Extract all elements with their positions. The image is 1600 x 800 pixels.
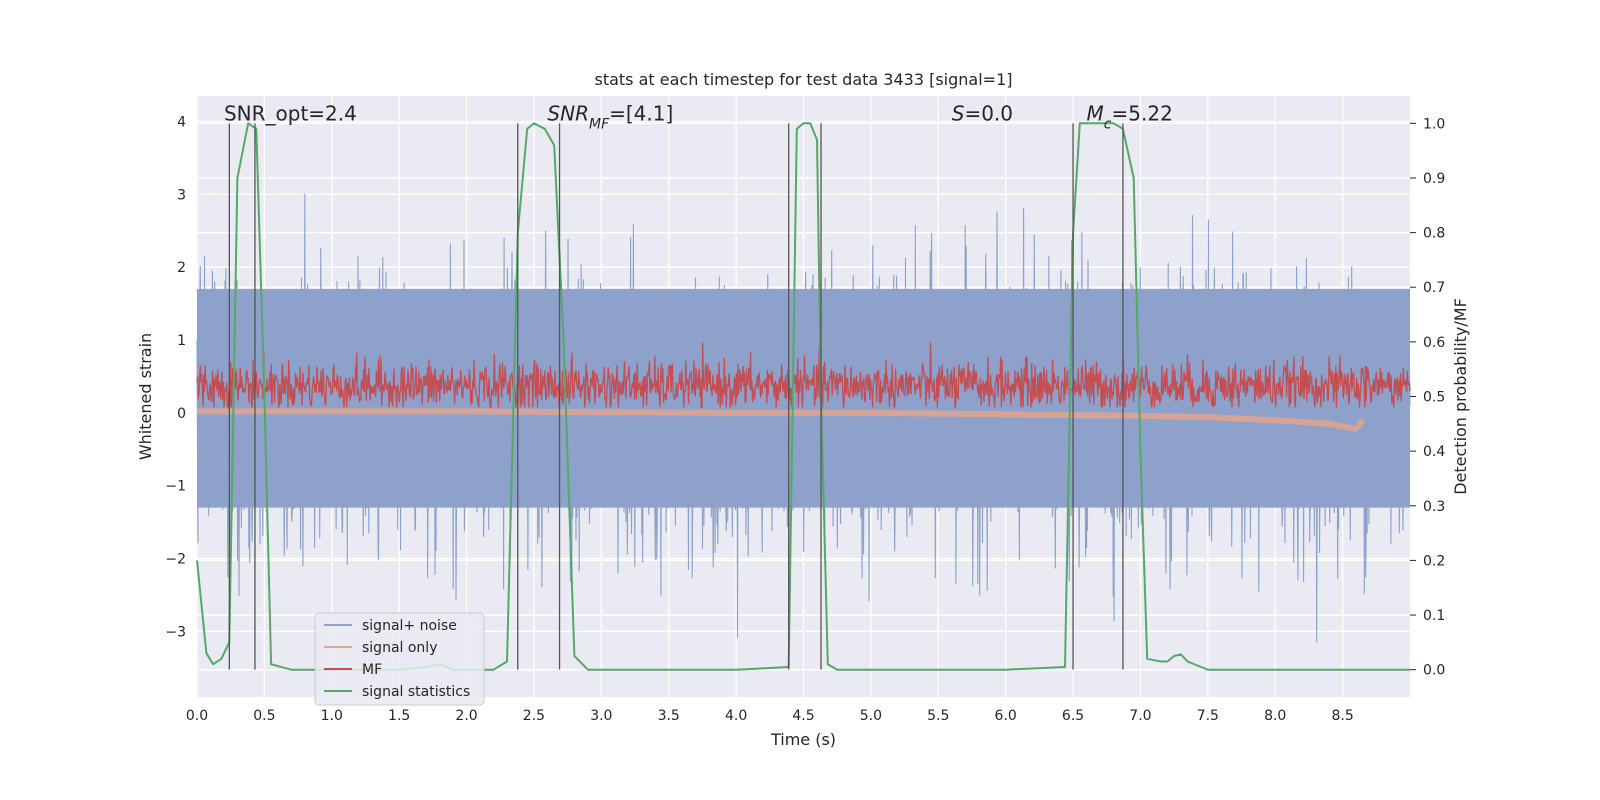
y-tick-label-right: 0.1 (1423, 608, 1445, 624)
x-tick-label: 3.0 (590, 708, 612, 724)
y-tick-label-right: 0.3 (1423, 499, 1445, 515)
x-tick-label: 4.0 (725, 708, 747, 724)
y-tick-label-left: −2 (165, 552, 186, 568)
y-tick-label-left: 0 (177, 406, 186, 422)
y-tick-label-right: 0.8 (1423, 226, 1445, 242)
y-tick-label-right: 0.0 (1423, 663, 1445, 679)
series-signal-only (197, 408, 1366, 432)
x-tick-label: 8.5 (1331, 708, 1353, 724)
annotation-text: SNR_opt=2.4 (224, 101, 357, 125)
y-tick-label-right: 0.5 (1423, 390, 1445, 406)
y-tick-label-left: 2 (177, 260, 186, 276)
y-tick-label-right: 0.2 (1423, 553, 1445, 569)
y-tick-label-left: −1 (165, 479, 186, 495)
y-tick-label-left: −3 (165, 624, 186, 640)
legend-label: signal+ noise (362, 618, 457, 634)
y-axis-label-right: Detection probability/MF (1451, 298, 1470, 495)
y-axis-label-left: Whitened strain (136, 333, 155, 460)
legend-box (314, 612, 485, 706)
x-tick-label: 1.5 (388, 708, 410, 724)
x-tick-label: 2.5 (523, 708, 545, 724)
signal-only-line (197, 408, 1366, 432)
x-tick-label: 5.0 (860, 708, 882, 724)
x-tick-label: 5.5 (927, 708, 949, 724)
y-tick-label-right: 1.0 (1423, 116, 1445, 132)
y-tick-label-left: 3 (177, 187, 186, 203)
series-signal-statistics (196, 122, 1410, 671)
x-tick-label: 7.0 (1129, 708, 1151, 724)
annotation-text: S=0.0 (952, 101, 1013, 125)
annotation-text: SNRMF=[4.1] (547, 101, 673, 132)
annotations: SNR_opt=2.4 SNRMF=[4.1] S=0.0 Mc=5.22 (224, 101, 1173, 132)
x-axis-label: Time (s) (770, 730, 836, 749)
legend: signal+ noise signal only MF signal statist… (314, 612, 485, 706)
x-tick-label: 6.5 (1062, 708, 1084, 724)
y-tick-label-left: 4 (177, 114, 186, 130)
x-tick-label: 2.0 (455, 708, 477, 724)
y-tick-label-right: 0.4 (1423, 444, 1445, 460)
annotation-text: Mc=5.22 (1087, 101, 1173, 132)
vertical-lines (228, 123, 1124, 670)
series-mf (196, 342, 1411, 410)
x-tick-label: 4.5 (792, 708, 814, 724)
x-tick-label: 6.0 (995, 708, 1017, 724)
y-tick-label-right: 0.9 (1423, 171, 1445, 187)
series-group (196, 122, 1411, 671)
signal-noise-line (196, 193, 1411, 643)
legend-label: signal statistics (362, 684, 470, 700)
tick-labels: 0.0 0.5 1.0 1.5 2.0 2.5 3.0 3.5 4.0 4.5 5.0 5.5 6.0 6… (165, 114, 1445, 724)
y-tick-label-right: 0.7 (1423, 280, 1445, 296)
x-tick-label: 1.0 (321, 708, 343, 724)
legend-label: MF (362, 662, 382, 678)
x-tick-label: 0.5 (253, 708, 275, 724)
signal-statistics-line (196, 122, 1410, 671)
y-tick-label-left: 1 (177, 333, 186, 349)
y-tick-label-right: 0.6 (1423, 335, 1445, 351)
x-tick-label: 7.5 (1197, 708, 1219, 724)
chart-title: stats at each timestep for test data 343… (594, 70, 1012, 89)
legend-label: signal only (362, 640, 437, 656)
x-tick-label: 8.0 (1264, 708, 1286, 724)
x-tick-label: 0.0 (186, 708, 208, 724)
x-tick-label: 3.5 (658, 708, 680, 724)
mf-line (196, 342, 1411, 410)
